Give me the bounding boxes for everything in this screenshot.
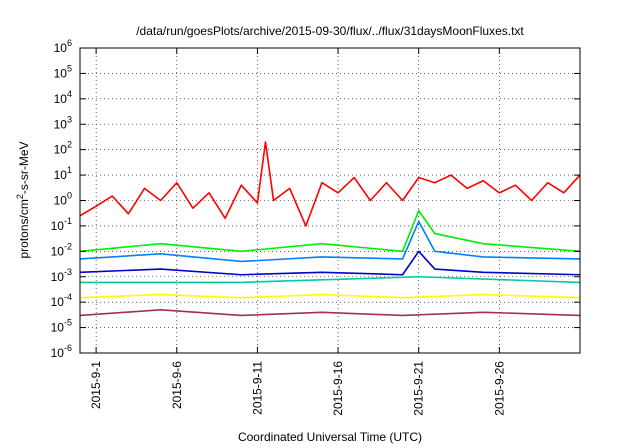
x-tick-label: 2015-9-1 bbox=[89, 361, 103, 409]
y-axis-title: protons/cm2-s-sr-MeV bbox=[15, 141, 31, 258]
y-axis-title-pre: protons/cm bbox=[17, 199, 31, 258]
y-tick-label: 10-6 bbox=[51, 343, 72, 360]
x-tick-label: 2015-9-21 bbox=[412, 361, 426, 416]
series-line-2 bbox=[79, 220, 581, 263]
y-tick-label: 10-1 bbox=[51, 216, 72, 233]
series-line-0 bbox=[79, 141, 581, 227]
series-line-4 bbox=[80, 275, 581, 284]
y-tick-label: 105 bbox=[54, 63, 72, 80]
y-tick-label: 100 bbox=[54, 191, 72, 208]
x-tick-label: 2015-9-11 bbox=[250, 361, 264, 415]
y-axis: 10-6 10-5 10-4 10-3 10-2 10-1 100 101 102 103 104 1… bbox=[51, 38, 580, 360]
y-axis-title-sup: 2 bbox=[15, 194, 25, 199]
y-tick-label: 101 bbox=[54, 165, 72, 182]
series-line-6 bbox=[79, 309, 581, 317]
series-line-1 bbox=[79, 209, 581, 253]
series-line-3 bbox=[79, 250, 581, 276]
y-axis-title-post: -s-sr-MeV bbox=[17, 141, 31, 194]
y-tick-label: 104 bbox=[54, 89, 72, 106]
x-tick-label: 2015-9-6 bbox=[170, 361, 184, 409]
y-tick-label: 10-3 bbox=[51, 267, 72, 284]
x-axis-title: Coordinated Universal Time (UTC) bbox=[238, 430, 422, 444]
x-tick-label: 2015-9-16 bbox=[331, 361, 345, 416]
y-tick-label: 102 bbox=[54, 140, 72, 157]
y-tick-label: 103 bbox=[54, 114, 72, 131]
y-tick-label: 10-2 bbox=[51, 241, 72, 258]
chart-title: /data/run/goesPlots/archive/2015-09-30/f… bbox=[136, 24, 524, 38]
x-tick-label: 2015-9-26 bbox=[492, 361, 506, 416]
y-tick-label: 10-5 bbox=[51, 318, 72, 335]
x-axis: 2015-9-1 2015-9-6 2015-9-11 2015-9-16 2015-9… bbox=[89, 48, 506, 416]
series-line-5 bbox=[79, 293, 581, 299]
series-group bbox=[79, 141, 581, 317]
y-tick-label: 10-4 bbox=[51, 292, 72, 309]
grid-lines bbox=[80, 48, 580, 353]
y-tick-label: 106 bbox=[54, 38, 72, 55]
